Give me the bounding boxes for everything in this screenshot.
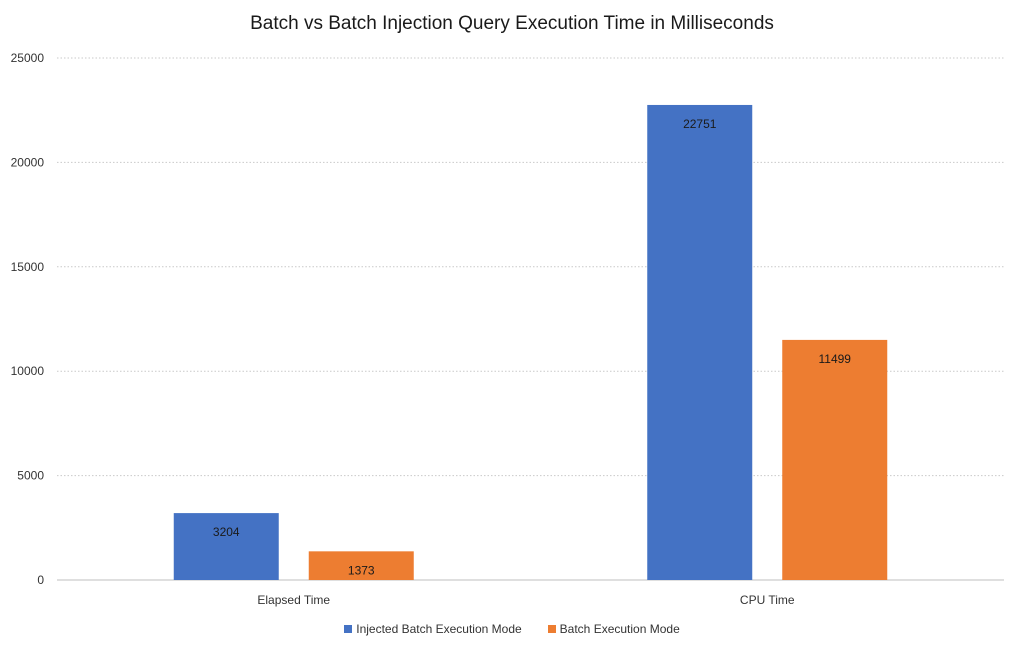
chart-title: Batch vs Batch Injection Query Execution… bbox=[250, 13, 774, 34]
y-tick-label: 5000 bbox=[17, 469, 44, 483]
bar bbox=[782, 339, 888, 580]
data-label: 22751 bbox=[683, 117, 717, 131]
y-tick-label: 15000 bbox=[11, 260, 45, 274]
legend-label-injected: Injected Batch Execution Mode bbox=[356, 622, 522, 636]
bar bbox=[173, 513, 279, 580]
legend-item-injected: Injected Batch Execution Mode bbox=[344, 622, 522, 636]
legend: Injected Batch Execution Mode Batch Exec… bbox=[0, 622, 1024, 636]
data-label: 1373 bbox=[348, 563, 375, 577]
data-label: 11499 bbox=[819, 352, 852, 366]
bar bbox=[647, 104, 753, 581]
y-tick-label: 10000 bbox=[11, 364, 45, 378]
legend-item-batch: Batch Execution Mode bbox=[547, 622, 680, 636]
legend-swatch-injected bbox=[344, 625, 353, 633]
legend-label-batch: Batch Execution Mode bbox=[559, 622, 680, 636]
y-tick-label: 20000 bbox=[11, 155, 45, 169]
x-tick-label: Elapsed Time bbox=[257, 593, 330, 607]
y-tick-label: 0 bbox=[37, 573, 44, 587]
legend-swatch-batch bbox=[547, 625, 556, 633]
y-tick-label: 25000 bbox=[11, 51, 45, 65]
data-label: 3204 bbox=[213, 525, 240, 539]
x-tick-label: CPU Time bbox=[740, 593, 795, 607]
bar bbox=[308, 551, 414, 580]
